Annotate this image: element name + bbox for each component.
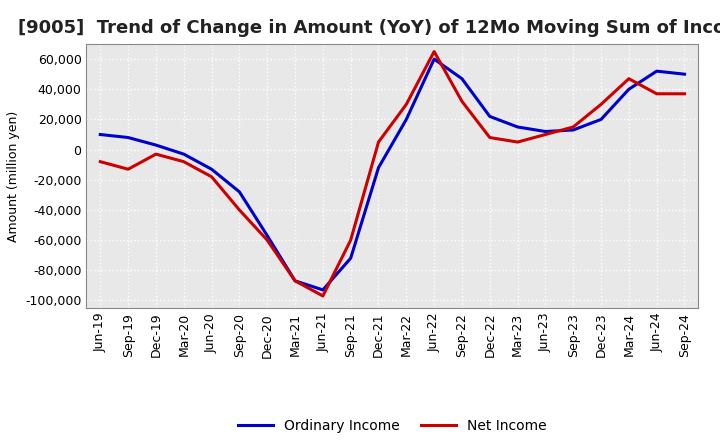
Net Income (569, 125, 577, 130)
Net Income (152, 151, 161, 157)
Ordinary Income (624, 87, 633, 92)
Ordinary Income (152, 143, 161, 148)
Net Income (346, 238, 355, 243)
Net Income (652, 91, 661, 96)
Net Income (263, 238, 271, 243)
Ordinary Income (207, 167, 216, 172)
Ordinary Income (541, 129, 550, 134)
Net Income (541, 132, 550, 137)
Ordinary Income (235, 189, 243, 194)
Net Income (402, 102, 410, 107)
Ordinary Income (346, 256, 355, 261)
Ordinary Income (458, 76, 467, 81)
Net Income (291, 278, 300, 283)
Net Income (96, 159, 104, 164)
Ordinary Income (402, 117, 410, 122)
Ordinary Income (597, 117, 606, 122)
Ordinary Income (291, 278, 300, 283)
Ordinary Income (569, 127, 577, 132)
Net Income (680, 91, 689, 96)
Net Income (318, 293, 327, 299)
Line: Net Income: Net Income (100, 51, 685, 296)
Net Income (179, 159, 188, 164)
Ordinary Income (652, 69, 661, 74)
Net Income (124, 167, 132, 172)
Ordinary Income (263, 233, 271, 238)
Ordinary Income (124, 135, 132, 140)
Ordinary Income (179, 151, 188, 157)
Ordinary Income (513, 125, 522, 130)
Net Income (597, 102, 606, 107)
Net Income (374, 139, 383, 145)
Net Income (207, 174, 216, 180)
Net Income (430, 49, 438, 54)
Net Income (235, 207, 243, 213)
Ordinary Income (374, 165, 383, 170)
Net Income (624, 76, 633, 81)
Legend: Ordinary Income, Net Income: Ordinary Income, Net Income (233, 413, 552, 438)
Ordinary Income (318, 287, 327, 293)
Net Income (485, 135, 494, 140)
Net Income (513, 139, 522, 145)
Ordinary Income (680, 72, 689, 77)
Line: Ordinary Income: Ordinary Income (100, 59, 685, 290)
Title: [9005]  Trend of Change in Amount (YoY) of 12Mo Moving Sum of Incomes: [9005] Trend of Change in Amount (YoY) o… (18, 19, 720, 37)
Ordinary Income (485, 114, 494, 119)
Net Income (458, 99, 467, 104)
Ordinary Income (430, 56, 438, 62)
Y-axis label: Amount (million yen): Amount (million yen) (6, 110, 19, 242)
Ordinary Income (96, 132, 104, 137)
